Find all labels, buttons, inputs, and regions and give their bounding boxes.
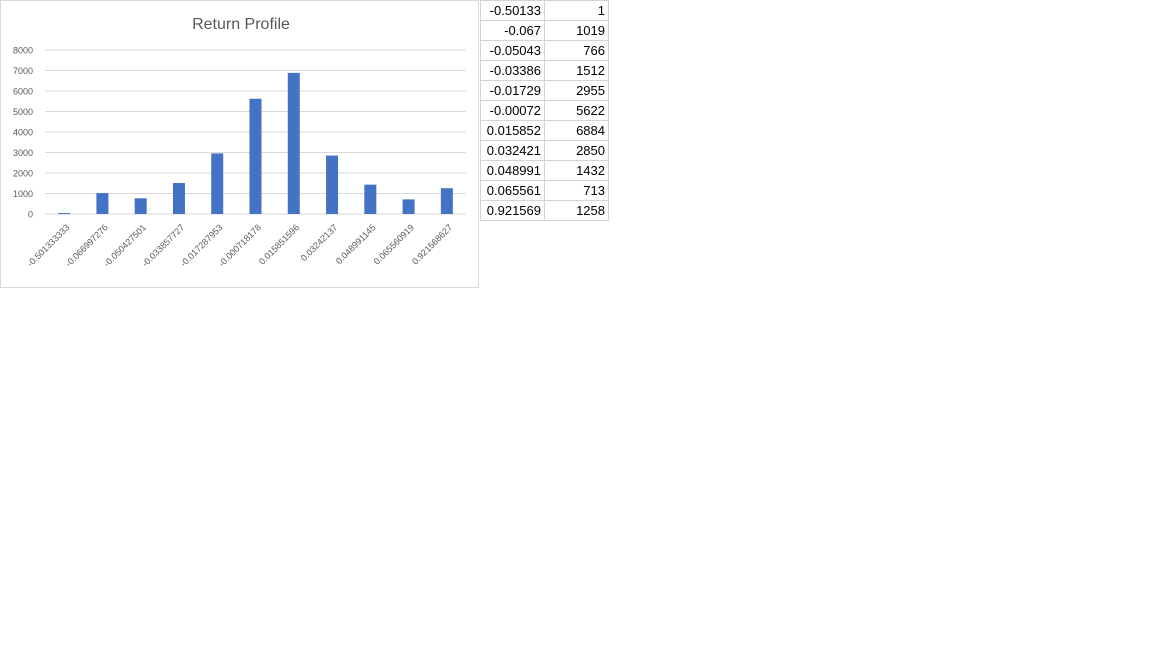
cell-return-bin[interactable]: 0.015852 <box>480 120 545 141</box>
y-tick-label: 3000 <box>13 148 33 158</box>
y-tick-label: 2000 <box>13 169 33 179</box>
table-row: -0.05043 766 <box>480 40 609 61</box>
table-row: 0.065561 713 <box>480 180 609 201</box>
y-tick-label: 7000 <box>13 66 33 76</box>
x-tick-label: 0.921568627 <box>410 222 454 266</box>
y-tick-label: 5000 <box>13 107 33 117</box>
data-table: -0.50133 1 -0.067 1019 -0.05043 766 -0.03386 15… <box>480 0 609 221</box>
cell-frequency[interactable]: 1 <box>544 0 609 21</box>
table-row: 0.015852 6884 <box>480 120 609 141</box>
chart-title: Return Profile <box>192 16 290 33</box>
cell-frequency[interactable]: 1432 <box>544 160 609 181</box>
cell-return-bin[interactable]: 0.065561 <box>480 180 545 201</box>
cell-return-bin[interactable]: 0.048991 <box>480 160 545 181</box>
x-tick-label: 0.03242137 <box>299 222 340 263</box>
bar <box>172 183 185 214</box>
bar-chart: Return Profile 0 1000 2000 3000 4000 5000 6000 7… <box>13 16 466 269</box>
table-row: 0.032421 2850 <box>480 140 609 161</box>
cell-return-bin[interactable]: -0.50133 <box>480 0 545 21</box>
table-row: -0.00072 5622 <box>480 100 609 121</box>
y-tick-label: 1000 <box>13 189 33 199</box>
x-tick-label: 0.015851596 <box>257 222 301 266</box>
cell-frequency[interactable]: 2955 <box>544 80 609 101</box>
bar <box>287 72 300 215</box>
bar <box>364 184 377 214</box>
bar <box>96 193 109 214</box>
table-row: -0.067 1019 <box>480 20 609 41</box>
chart-object[interactable]: Return Profile 0 1000 2000 3000 4000 5000 6000 7… <box>0 0 479 288</box>
y-tick-label: 6000 <box>13 87 33 97</box>
table-row: -0.50133 1 <box>480 0 609 21</box>
bar <box>402 199 415 214</box>
bar <box>58 213 71 214</box>
bar <box>134 198 147 214</box>
bar <box>249 98 262 214</box>
cell-frequency[interactable]: 1019 <box>544 20 609 41</box>
cell-return-bin[interactable]: -0.03386 <box>480 60 545 81</box>
cell-frequency[interactable]: 713 <box>544 180 609 201</box>
cell-return-bin[interactable]: -0.01729 <box>480 80 545 101</box>
table-row: -0.01729 2955 <box>480 80 609 101</box>
bar <box>326 155 339 214</box>
cell-frequency[interactable]: 6884 <box>544 120 609 141</box>
y-tick-label: 0 <box>28 210 33 220</box>
cell-return-bin[interactable]: 0.921569 <box>480 200 545 221</box>
y-tick-label: 4000 <box>13 128 33 138</box>
cell-frequency[interactable]: 2850 <box>544 140 609 161</box>
cell-return-bin[interactable]: 0.032421 <box>480 140 545 161</box>
cell-frequency[interactable]: 5622 <box>544 100 609 121</box>
cell-return-bin[interactable]: -0.05043 <box>480 40 545 61</box>
cell-return-bin[interactable]: -0.067 <box>480 20 545 41</box>
cell-frequency[interactable]: 1258 <box>544 200 609 221</box>
y-tick-label: 8000 <box>13 46 33 56</box>
bar <box>440 188 453 214</box>
cell-frequency[interactable]: 1512 <box>544 60 609 81</box>
bar <box>211 153 224 214</box>
table-row: 0.048991 1432 <box>480 160 609 181</box>
table-row: 0.921569 1258 <box>480 200 609 221</box>
cell-frequency[interactable]: 766 <box>544 40 609 61</box>
cell-return-bin[interactable]: -0.00072 <box>480 100 545 121</box>
table-row: -0.03386 1512 <box>480 60 609 81</box>
